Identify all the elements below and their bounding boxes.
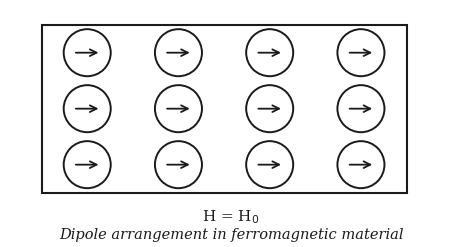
- Text: H = H$_0$: H = H$_0$: [202, 208, 260, 226]
- Text: Dipole arrangement in ferromagnetic material: Dipole arrangement in ferromagnetic mate…: [59, 228, 403, 242]
- Bar: [42, 25, 407, 193]
